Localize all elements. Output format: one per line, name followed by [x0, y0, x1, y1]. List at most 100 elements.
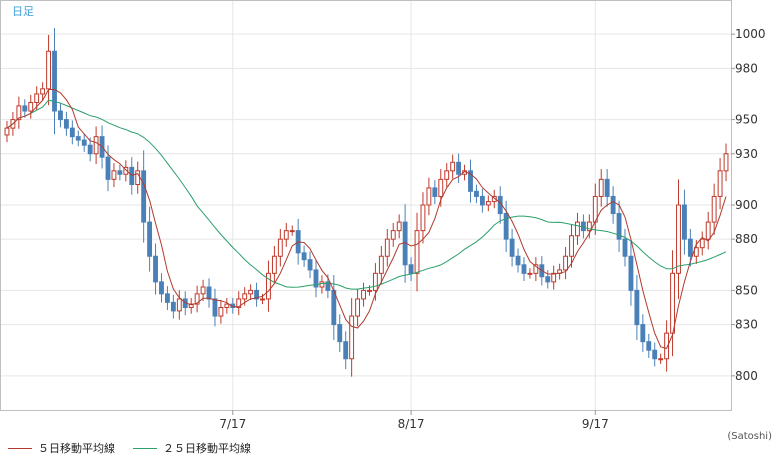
y-tick-label: 800 — [735, 369, 758, 383]
grid-lines — [0, 0, 731, 410]
candle-down — [206, 286, 212, 300]
candle-up — [319, 281, 325, 288]
candle-down — [58, 110, 63, 121]
y-axis: 800 830 850 880 900 930 950 980 1000 — [731, 27, 766, 383]
candle-down — [325, 281, 331, 291]
candle-down — [515, 255, 521, 266]
candle-up — [349, 315, 355, 360]
candle-down — [331, 289, 337, 326]
candle-up — [723, 153, 729, 172]
candle-up — [188, 303, 194, 309]
candle-down — [652, 349, 658, 360]
legend-swatch-ma5 — [8, 447, 32, 449]
y-tick-label: 1000 — [735, 27, 766, 41]
candle-up — [658, 358, 664, 361]
candle-down — [604, 178, 610, 197]
legend-label-ma5: ５日移動平均線 — [38, 442, 115, 455]
candle-up — [444, 170, 450, 180]
candle-up — [355, 298, 361, 317]
candle-down — [681, 204, 687, 240]
candle-up — [266, 272, 271, 300]
candle-up — [4, 127, 10, 136]
candle-down — [509, 238, 515, 257]
candle-up — [271, 255, 277, 274]
candle-up — [551, 272, 557, 283]
y-tick-label: 850 — [735, 283, 758, 297]
period-label: 日足 — [12, 5, 34, 18]
candle-down — [343, 341, 349, 360]
candle-down — [337, 324, 343, 343]
candle-up — [34, 93, 40, 104]
ma5-line — [6, 89, 727, 350]
candle-down — [408, 264, 414, 274]
candle-up — [248, 289, 254, 295]
candle-up — [664, 332, 670, 360]
candle-down — [616, 213, 622, 240]
y-tick-label: 880 — [735, 232, 758, 246]
candle-down — [479, 195, 485, 206]
candle-down — [81, 139, 87, 146]
candle-down — [87, 144, 93, 155]
credit-label: (Satoshi) — [727, 431, 772, 442]
candle-down — [474, 190, 479, 197]
candle-up — [46, 50, 52, 90]
candle-down — [628, 255, 634, 291]
candle-up — [426, 187, 432, 206]
candle-down — [75, 136, 81, 141]
candle-down — [254, 289, 259, 300]
candle-down — [503, 213, 509, 240]
candle-up — [194, 293, 200, 305]
y-tick-label: 830 — [735, 318, 758, 332]
legend: ５日移動平均線 ２５日移動平均線 — [8, 440, 251, 456]
candle-up — [135, 170, 141, 185]
candle-up — [575, 221, 580, 237]
candle-up — [586, 221, 592, 232]
candle-down — [159, 281, 164, 295]
candle-down — [141, 170, 147, 223]
candle-up — [717, 170, 723, 197]
candle-up — [28, 102, 34, 112]
candle-up — [372, 272, 378, 291]
candle-down — [432, 187, 438, 197]
candle-down — [521, 264, 527, 274]
candle-up — [123, 166, 129, 175]
candle-up — [598, 178, 604, 197]
candle-down — [301, 252, 307, 261]
candle-up — [277, 238, 283, 257]
candle-up — [384, 238, 390, 257]
candle-down — [580, 221, 586, 232]
candle-up — [569, 235, 574, 257]
candle-up — [438, 178, 444, 197]
candle-up — [200, 286, 206, 295]
candle-up — [260, 298, 265, 301]
candle-down — [313, 269, 319, 288]
legend-item-ma5: ５日移動平均線 — [8, 440, 115, 456]
candle-down — [610, 195, 616, 215]
legend-label-ma25: ２５日移動平均線 — [163, 442, 251, 455]
candle-up — [705, 221, 711, 240]
x-tick-label: 9/17 — [582, 417, 609, 431]
candle-up — [378, 255, 384, 274]
candle-up — [93, 136, 99, 155]
candle-down — [63, 119, 69, 129]
candle-up — [111, 170, 117, 180]
candle-down — [129, 166, 135, 186]
candle-down — [456, 161, 462, 175]
candle-down — [22, 105, 28, 112]
candle-up — [40, 88, 46, 95]
candle-up — [218, 307, 224, 317]
candle-up — [676, 204, 681, 274]
candle-down — [147, 221, 153, 257]
y-tick-label: 900 — [735, 198, 758, 212]
candle-down — [545, 276, 551, 283]
candle-down — [307, 259, 313, 271]
ma25-line — [6, 99, 727, 290]
y-tick-label: 980 — [735, 61, 758, 75]
candle-down — [646, 341, 652, 351]
candle-up — [693, 247, 699, 257]
candle-down — [117, 170, 123, 175]
legend-swatch-ma25 — [133, 447, 157, 449]
candle-up — [420, 204, 426, 232]
candle-up — [367, 289, 372, 292]
